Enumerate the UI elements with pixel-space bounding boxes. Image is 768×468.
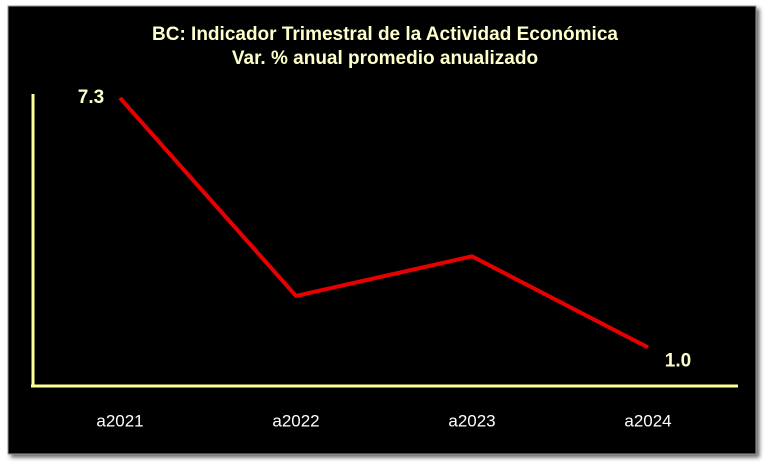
data-label: 7.3 [78,87,104,108]
x-tick-label: a2024 [624,411,671,430]
x-tick-label: a2022 [272,411,319,430]
x-tick-label: a2021 [96,411,143,430]
data-label: 1.0 [665,350,691,371]
data-line [118,96,649,350]
chart-title: BC: Indicador Trimestral de la Actividad… [152,24,618,45]
x-tick-label: a2023 [448,411,495,430]
chart-subtitle: Var. % anual promedio anualizado [232,48,538,69]
chart-background [7,5,757,455]
